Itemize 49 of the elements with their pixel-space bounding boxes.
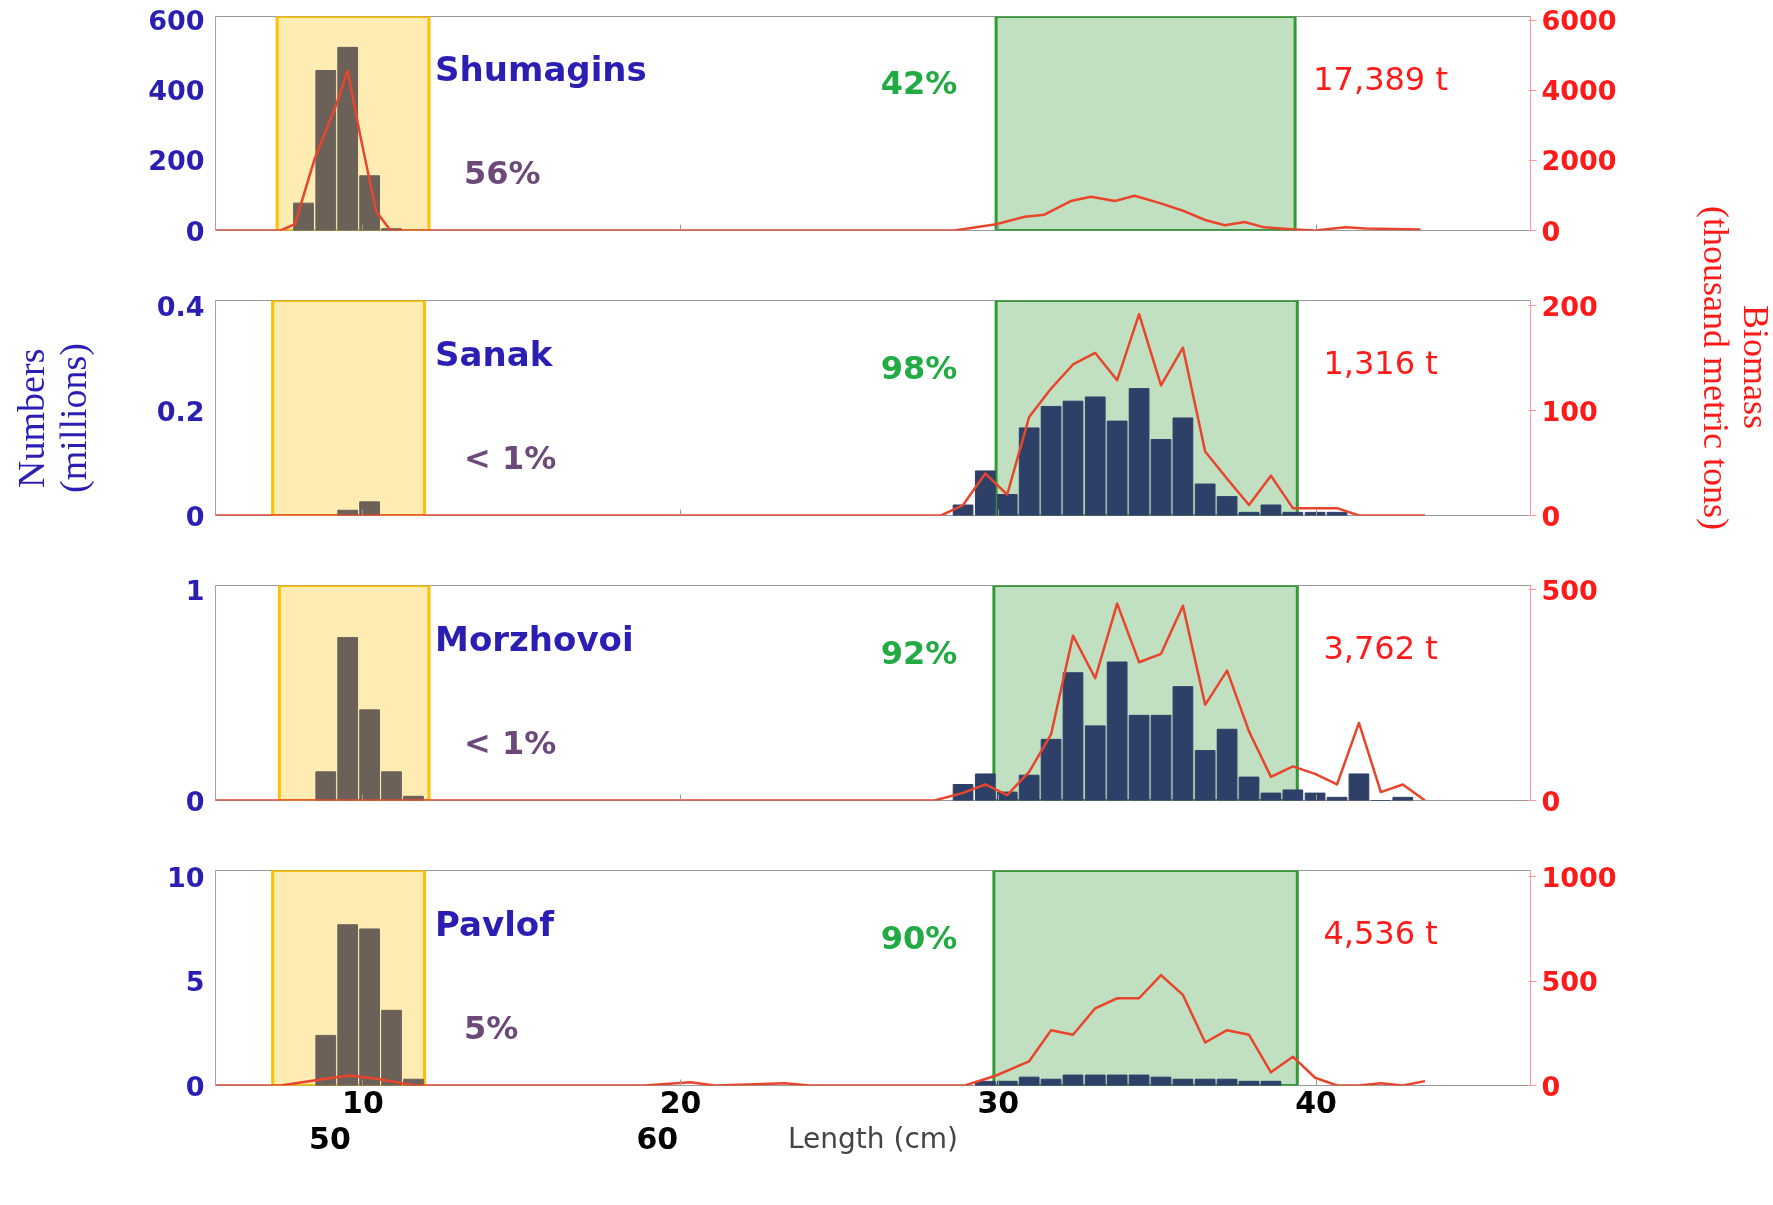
annotation: 98% xyxy=(880,348,958,387)
y-tick-label: 200 xyxy=(148,145,205,177)
y2-tick-label: 100 xyxy=(1541,395,1598,427)
y-tick-label: 10 xyxy=(166,861,205,893)
annotation: Pavlof xyxy=(435,903,556,944)
y-tick-label: 0.4 xyxy=(156,290,205,322)
y-axis-title: Numbers (millions) xyxy=(9,342,95,493)
y-tick-label: 0 xyxy=(185,1070,205,1102)
annotation: 4,536 t xyxy=(1323,914,1438,953)
annotation: 42% xyxy=(880,64,958,103)
y2-axis-title: Biomass (thousand metric tons) xyxy=(1695,205,1773,530)
annotation: 5% xyxy=(464,1008,519,1047)
y2-tick-label: 200 xyxy=(1541,290,1598,322)
x-axis-title: Length (cm) xyxy=(788,1121,958,1155)
annotation: 56% xyxy=(464,153,541,192)
y2-tick-label: 500 xyxy=(1541,966,1598,998)
y2-tick-label: 2000 xyxy=(1541,145,1617,177)
y-tick-label: 0 xyxy=(185,215,205,247)
y-tick-label: 0.2 xyxy=(156,395,205,427)
y2-tick-label: 4000 xyxy=(1541,75,1617,107)
x-tick-label: 20 xyxy=(659,1084,702,1120)
y2-tick-label: 0 xyxy=(1541,1070,1561,1102)
annotation: 17,389 t xyxy=(1313,59,1448,98)
annotation: < 1% xyxy=(464,438,557,477)
annotation: Shumagins xyxy=(435,49,647,90)
annotation: 3,762 t xyxy=(1323,629,1438,668)
y-tick-label: 400 xyxy=(148,75,205,107)
y2-tick-label: 0 xyxy=(1541,785,1561,817)
y-tick-label: 0 xyxy=(185,500,205,532)
annotation: 92% xyxy=(880,633,958,672)
text: 50 xyxy=(309,1120,351,1156)
y-tick-label: 1 xyxy=(185,574,205,606)
annotation: Morzhovoi xyxy=(435,618,634,659)
y2-tick-label: 6000 xyxy=(1541,5,1617,37)
annotation: 90% xyxy=(880,918,958,957)
annotation: < 1% xyxy=(464,723,557,762)
y-tick-label: 5 xyxy=(185,966,205,998)
y2-tick-label: 1000 xyxy=(1541,861,1617,893)
annotation: Sanak xyxy=(435,333,554,374)
y2-tick-label: 0 xyxy=(1541,500,1561,532)
y2-tick-label: 0 xyxy=(1541,215,1561,247)
y-tick-label: 600 xyxy=(148,5,205,37)
y-tick-label: 0 xyxy=(185,785,205,817)
x-tick-label: 40 xyxy=(1295,1084,1337,1120)
x-tick-label: 10 xyxy=(342,1084,384,1120)
y2-tick-label: 500 xyxy=(1541,574,1598,606)
annotation: 1,316 t xyxy=(1323,344,1438,383)
text: 60 xyxy=(636,1120,679,1156)
x-tick-label: 30 xyxy=(977,1084,1020,1120)
